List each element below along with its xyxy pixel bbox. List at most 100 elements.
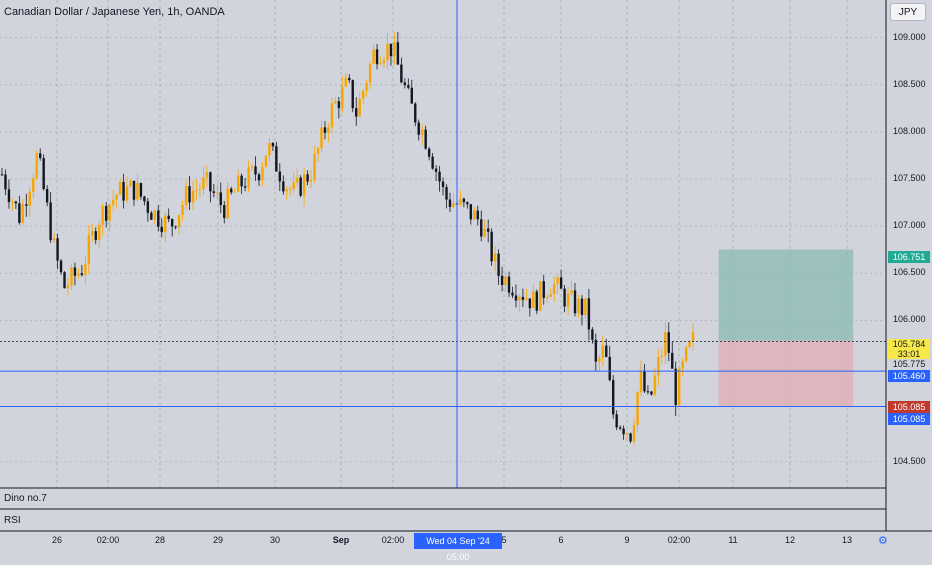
candle-body: [146, 201, 150, 213]
candle-body: [469, 204, 473, 220]
candle-body: [323, 127, 327, 133]
candle-body: [0, 174, 4, 176]
candle-body: [87, 235, 91, 265]
candle-body: [618, 427, 622, 429]
candle-body: [11, 201, 14, 203]
candle-body: [278, 171, 282, 182]
candle-body: [230, 188, 233, 193]
candle-body: [188, 186, 191, 203]
price-tick-label: 108.500: [893, 78, 926, 89]
candle-body: [170, 219, 174, 227]
symbol-title[interactable]: Canadian Dollar / Japanese Yen, 1h, OAND…: [4, 6, 225, 18]
price-tick-label: 106.000: [893, 314, 926, 325]
candle-body: [674, 368, 677, 406]
candle-body: [389, 43, 393, 57]
candle-body: [195, 189, 198, 191]
candle-body: [129, 180, 132, 187]
candle-body: [45, 188, 49, 203]
candle-body: [337, 101, 341, 109]
candle-body: [25, 204, 28, 206]
candle-body: [132, 180, 136, 200]
candle-body: [407, 85, 410, 88]
candle-body: [486, 228, 490, 232]
candle-body: [612, 380, 615, 415]
candle-body: [657, 357, 660, 376]
candle-body: [667, 332, 670, 353]
indicator-label-rsi[interactable]: RSI: [4, 515, 21, 526]
candle-body: [306, 174, 309, 182]
candle-body: [396, 42, 400, 65]
candle-body: [226, 188, 229, 219]
candle-body: [532, 291, 535, 309]
candle-body: [28, 191, 31, 206]
candle-body: [518, 296, 521, 301]
candle-body: [292, 182, 295, 189]
candle-body: [104, 206, 108, 221]
candle-body: [32, 178, 35, 192]
crosshair-time-label: Wed 04 Sep '24 05:00: [414, 533, 502, 562]
candle-body: [403, 82, 407, 86]
candle-body: [424, 129, 427, 149]
candle-body: [330, 103, 334, 128]
candle-body: [355, 108, 358, 117]
candle-body: [421, 129, 424, 135]
candle-body: [21, 204, 25, 223]
time-tick-label: 5: [501, 535, 507, 545]
candle-body: [632, 425, 636, 442]
candle-body: [250, 166, 254, 168]
candle-body: [7, 189, 11, 203]
candle-body: [56, 238, 59, 261]
candle-body: [118, 181, 122, 195]
candle-body: [573, 290, 577, 314]
candle-body: [254, 166, 257, 175]
price-chart[interactable]: [0, 0, 932, 550]
candle-body: [98, 224, 101, 241]
candle-body: [372, 49, 375, 64]
candle-body: [205, 172, 209, 178]
candle-body: [646, 391, 650, 393]
candle-body: [91, 231, 94, 236]
candle-body: [664, 332, 667, 356]
candle-body: [452, 203, 455, 207]
candle-body: [591, 329, 594, 340]
candle-body: [191, 190, 195, 203]
stop-loss-badge: 105.085: [888, 401, 930, 413]
candle-body: [42, 158, 45, 189]
candle-body: [39, 153, 42, 159]
candle-body: [111, 199, 115, 205]
candle-body: [629, 433, 632, 442]
candle-body: [542, 281, 545, 298]
candle-body: [643, 371, 646, 392]
candle-body: [480, 219, 483, 237]
time-tick-label: 9: [624, 535, 630, 545]
current-price-badge: 105.784 33:01: [888, 339, 930, 359]
candle-body: [566, 293, 570, 307]
candle-body: [49, 202, 52, 241]
candle-body: [497, 253, 500, 276]
candle-body: [344, 77, 348, 87]
time-tick-label: 6: [558, 535, 564, 545]
indicator-label-dino[interactable]: Dino no.7: [4, 493, 47, 504]
candle-body: [160, 226, 163, 233]
candle-body: [577, 298, 580, 314]
candle-body: [70, 267, 73, 286]
candle-body: [101, 206, 104, 225]
position-zones: [718, 249, 854, 407]
candle-body: [549, 294, 552, 298]
time-tick-label: 02:00: [96, 535, 120, 545]
currency-button[interactable]: JPY: [890, 3, 926, 21]
gear-icon[interactable]: ⚙: [878, 535, 888, 547]
candle-body: [445, 187, 448, 200]
candle-body: [473, 210, 476, 220]
candle-body: [233, 191, 236, 193]
candle-body: [434, 168, 438, 172]
candle-body: [219, 192, 222, 206]
candle-body: [393, 42, 396, 57]
candle-body: [136, 183, 139, 200]
candle-body: [153, 210, 157, 220]
candle-body: [316, 148, 320, 155]
candle-body: [493, 253, 497, 262]
candle-body: [608, 356, 611, 381]
time-tick-label: 13: [841, 535, 853, 545]
candle-body: [507, 276, 511, 293]
